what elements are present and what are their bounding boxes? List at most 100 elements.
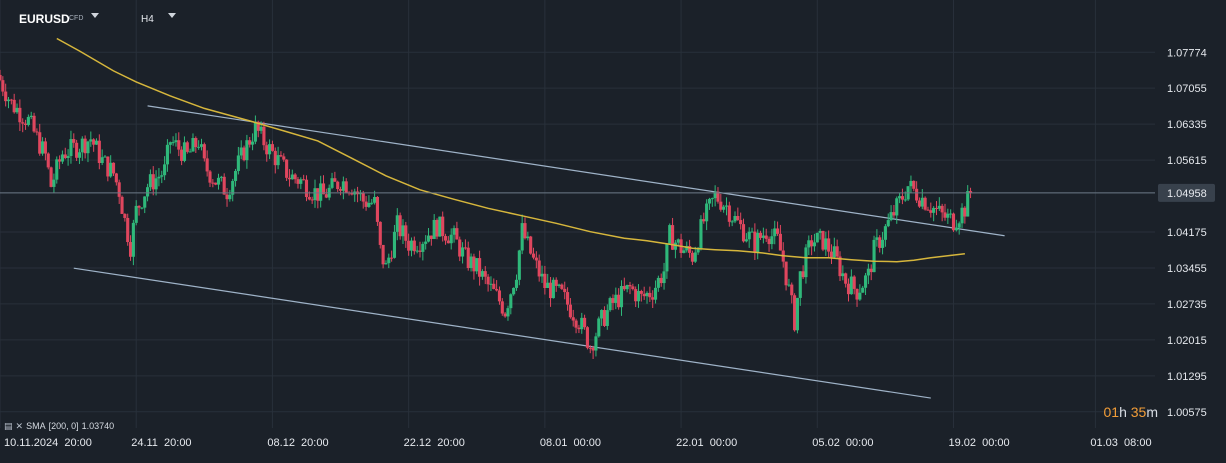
candle-body <box>219 176 223 178</box>
candle-up <box>866 263 870 285</box>
candle-up <box>432 214 436 240</box>
symbol-label[interactable]: EURUSD <box>19 12 70 26</box>
candle-body <box>509 294 513 309</box>
candle-body <box>929 210 933 213</box>
candle-body <box>563 288 567 293</box>
candle-up <box>744 233 748 243</box>
candle-body <box>424 241 428 244</box>
candle-body <box>739 220 743 225</box>
candle-body <box>495 288 499 291</box>
candle-up <box>699 215 703 251</box>
candle-down <box>690 250 694 266</box>
candle-body <box>531 253 536 258</box>
candle-body <box>758 232 763 238</box>
candle-up <box>233 168 238 187</box>
candle-body <box>489 283 493 285</box>
candle-up <box>614 287 618 310</box>
close-icon[interactable]: ✕ <box>15 420 24 431</box>
candle-body <box>441 216 445 237</box>
candle-down <box>185 140 189 154</box>
candle-body <box>537 260 541 277</box>
candle-down <box>49 166 53 188</box>
candle-up <box>517 249 521 286</box>
candle-up <box>489 276 493 292</box>
timeframe-label[interactable]: H4 <box>141 14 154 25</box>
candle-body <box>214 182 218 185</box>
countdown-hours-unit: h <box>1119 404 1127 420</box>
candle-up <box>245 134 249 169</box>
candle-down <box>801 265 805 279</box>
candle-down <box>651 290 655 308</box>
candle-body <box>801 271 805 278</box>
candle-body <box>713 191 717 199</box>
candle-down <box>466 241 470 271</box>
candle-body <box>722 206 726 210</box>
candle-down <box>202 142 206 162</box>
candle-up <box>920 189 924 210</box>
candle-body <box>736 216 740 221</box>
y-tick-label: 1.04175 <box>1167 227 1207 239</box>
candle-down <box>242 145 246 162</box>
candle-body <box>858 292 862 300</box>
settings-icon[interactable]: ▤ <box>4 420 13 431</box>
candle-up <box>863 272 868 296</box>
candle-body <box>100 157 104 163</box>
candle-body <box>852 276 856 289</box>
candle-body <box>32 115 36 132</box>
candle-body <box>583 317 587 328</box>
candle-body <box>787 284 791 286</box>
candle-body <box>452 228 456 235</box>
candle-up <box>906 186 910 201</box>
candle-down <box>846 278 851 302</box>
candle-down <box>21 118 25 133</box>
candle-body <box>594 336 598 351</box>
candle-up <box>415 245 419 254</box>
candle-down <box>585 326 589 350</box>
candle-down <box>917 197 922 208</box>
candle-body <box>795 297 799 331</box>
candle-body <box>628 284 632 287</box>
candle-body <box>18 107 22 123</box>
candle-down <box>455 221 459 240</box>
candle-up <box>449 228 453 250</box>
countdown-hours: 01 <box>1103 404 1120 420</box>
candle-body <box>790 284 794 296</box>
candle-up <box>395 208 399 241</box>
candle-body <box>966 191 970 217</box>
x-tick-label: 10.11.2024 20:00 <box>4 437 92 449</box>
candle-body <box>500 301 504 314</box>
candle-up <box>625 284 629 293</box>
candle-up <box>665 243 669 279</box>
candle-down <box>719 193 723 212</box>
candle-down <box>211 179 215 188</box>
candle-down <box>58 155 62 170</box>
candle-body <box>421 243 425 252</box>
candle-body <box>307 197 311 200</box>
price-axis: 1.07774 1.07055 1.06335 1.05615 1.04958 1.041… <box>1158 47 1215 419</box>
candle-up <box>682 247 686 254</box>
candle-body <box>832 246 836 258</box>
candle-body <box>378 221 382 245</box>
candle-down <box>940 203 944 222</box>
symbol-dropdown-chevron-down-icon[interactable] <box>91 13 99 18</box>
candle-body <box>844 273 848 284</box>
candle-body <box>497 290 502 302</box>
timeframe-dropdown-chevron-down-icon[interactable] <box>168 13 176 18</box>
candle-up <box>392 224 397 259</box>
candle-body <box>560 284 564 289</box>
candle-body <box>566 292 570 305</box>
candle-up <box>795 297 799 334</box>
candle-down <box>548 276 553 307</box>
candle-down <box>128 235 133 261</box>
candle-body <box>546 282 550 289</box>
candle-up <box>163 156 167 181</box>
candle-down <box>137 205 141 216</box>
candle-body <box>849 276 853 295</box>
candle-down <box>225 187 229 207</box>
candle-up <box>818 228 822 240</box>
candle-up <box>197 140 201 150</box>
candle-body <box>841 273 845 277</box>
candle-down <box>310 196 314 204</box>
